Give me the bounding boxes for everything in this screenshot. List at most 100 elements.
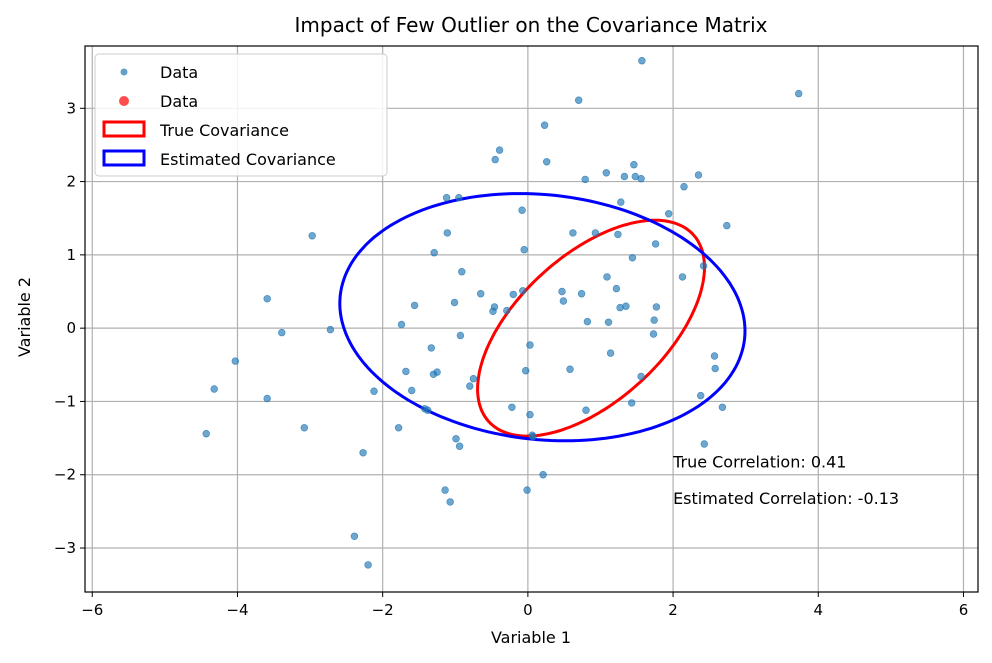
data-point xyxy=(446,498,454,506)
x-tick-label: 6 xyxy=(959,601,969,619)
data-point xyxy=(637,372,645,381)
data-point xyxy=(495,146,504,154)
data-point xyxy=(617,198,625,206)
data-point xyxy=(458,268,466,276)
data-point xyxy=(583,317,592,326)
data-point xyxy=(427,344,435,352)
data-point xyxy=(364,561,372,569)
x-tick-label: −6 xyxy=(81,601,103,619)
data-point xyxy=(455,194,463,202)
data-point xyxy=(521,367,530,375)
data-point xyxy=(350,532,359,540)
data-point xyxy=(424,406,432,414)
data-point xyxy=(394,424,403,432)
data-point xyxy=(523,486,531,494)
data-point xyxy=(539,471,547,479)
data-point xyxy=(591,229,600,237)
data-point xyxy=(526,341,534,349)
data-point xyxy=(559,297,568,305)
x-tick-label: −2 xyxy=(372,601,394,619)
legend-box xyxy=(94,53,388,177)
legend-label-estimated-covariance: Estimated Covariance xyxy=(160,150,336,169)
data-point xyxy=(202,430,210,438)
legend-label-outliers: Data xyxy=(160,92,198,111)
data-point xyxy=(456,331,465,340)
data-point xyxy=(410,301,419,310)
data-point xyxy=(231,357,240,365)
data-point xyxy=(558,287,566,296)
estimated-correlation-annotation: Estimated Correlation: -0.13 xyxy=(673,489,899,508)
data-point xyxy=(508,403,516,411)
chart-title: Impact of Few Outlier on the Covariance … xyxy=(295,13,768,37)
data-point xyxy=(569,229,577,237)
legend-label-true-covariance: True Covariance xyxy=(159,121,289,140)
data-point xyxy=(627,399,636,407)
data-point xyxy=(263,394,271,403)
data-point xyxy=(699,262,708,270)
data-point xyxy=(526,410,534,419)
data-point xyxy=(455,442,464,450)
data-point xyxy=(622,302,630,310)
y-tick-label: 1 xyxy=(66,246,76,264)
legend: Data Data True Covariance Estimated Cova… xyxy=(94,53,388,177)
data-point xyxy=(450,298,459,307)
data-point xyxy=(710,352,719,360)
x-tick-label: 4 xyxy=(814,601,824,619)
data-point xyxy=(519,287,527,295)
data-point xyxy=(620,172,629,181)
data-point xyxy=(477,290,485,298)
data-point xyxy=(466,382,474,390)
data-point xyxy=(359,449,367,457)
data-point xyxy=(490,303,499,311)
estimated-covariance-ellipse xyxy=(338,192,747,443)
data-point xyxy=(614,230,622,239)
data-point xyxy=(723,221,731,230)
data-point xyxy=(582,406,590,414)
data-point xyxy=(529,432,537,441)
data-point xyxy=(452,435,460,443)
y-axis-label: Variable 2 xyxy=(15,277,34,357)
data-point xyxy=(603,273,611,281)
legend-marker-outliers xyxy=(119,96,129,106)
data-point xyxy=(397,320,406,329)
x-tick-label: −4 xyxy=(226,601,248,619)
data-point xyxy=(700,440,708,448)
data-point xyxy=(520,246,528,254)
y-tick-label: −1 xyxy=(54,392,76,410)
data-point xyxy=(794,89,803,98)
data-point xyxy=(308,232,316,240)
x-tick-label: 0 xyxy=(523,601,533,619)
data-point xyxy=(606,349,615,357)
data-point xyxy=(581,175,589,184)
x-axis-label: Variable 1 xyxy=(491,628,571,647)
y-tick-label: −2 xyxy=(54,466,76,484)
data-point xyxy=(612,284,621,293)
data-point xyxy=(300,424,308,432)
data-point xyxy=(577,290,586,298)
data-point xyxy=(430,249,438,257)
data-point xyxy=(694,171,703,179)
annotations: True Correlation: 0.41 Estimated Correla… xyxy=(672,452,899,508)
data-point xyxy=(651,240,660,248)
data-point xyxy=(441,486,449,494)
data-point xyxy=(711,364,719,373)
data-point xyxy=(566,365,574,373)
data-point xyxy=(696,391,705,400)
legend-marker-data xyxy=(120,68,128,76)
data-point xyxy=(678,273,687,281)
data-point xyxy=(509,290,517,299)
data-point xyxy=(503,306,511,315)
y-tick-label: 2 xyxy=(66,173,76,191)
data-point xyxy=(263,295,271,303)
legend-label-data: Data xyxy=(160,63,198,82)
data-point xyxy=(491,155,499,164)
data-point xyxy=(650,316,658,324)
data-point xyxy=(370,387,378,395)
data-point xyxy=(518,206,526,214)
data-point xyxy=(469,375,478,383)
legend-patch-true-covariance xyxy=(102,120,146,138)
true-correlation-annotation: True Correlation: 0.41 xyxy=(672,452,846,471)
true-covariance-ellipse xyxy=(476,218,707,438)
data-point xyxy=(638,56,646,65)
